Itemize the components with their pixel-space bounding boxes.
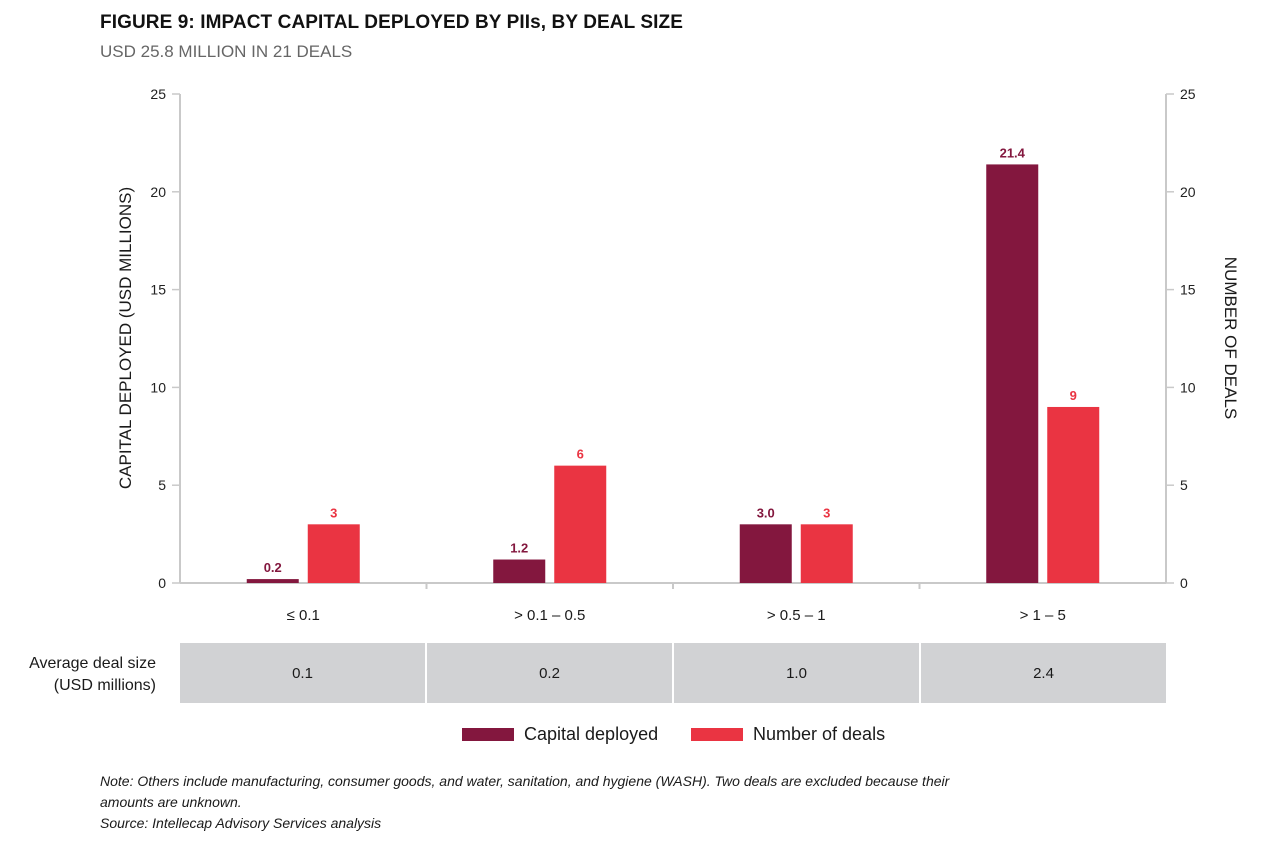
chart-bar-labels: 0.2 3 1.2 6 3.0 3 21.4 9 bbox=[264, 145, 1077, 575]
figure-notes: Note: Others include manufacturing, cons… bbox=[100, 771, 1100, 834]
source-text: Source: Intellecap Advisory Services ana… bbox=[100, 815, 382, 831]
data-label-number-of-deals: 9 bbox=[1070, 388, 1077, 403]
data-label-capital-deployed: 1.2 bbox=[510, 541, 528, 556]
chart-category-labels: ≤ 0.1 > 0.1 – 0.5 > 0.5 – 1 > 1 – 5 bbox=[287, 607, 1066, 624]
y-axis-tick-label: 15 bbox=[150, 282, 166, 298]
legend-item-number-of-deals: Number of deals bbox=[691, 724, 885, 745]
right-axis-ticks: 0 5 10 15 20 25 bbox=[1166, 86, 1196, 591]
legend-swatch-capital-deployed bbox=[462, 728, 514, 741]
bar-number-of-deals bbox=[1047, 406, 1100, 583]
y-axis-tick-label: 20 bbox=[150, 184, 166, 200]
y2-axis-title: NUMBER OF DEALS bbox=[1221, 257, 1240, 419]
average-deal-size-row: 0.1 0.2 1.0 2.4 bbox=[180, 643, 1166, 703]
average-deal-size-label: Average deal size (USD millions) bbox=[0, 653, 156, 697]
y2-axis-tick-label: 10 bbox=[1180, 379, 1196, 395]
bar-number-of-deals bbox=[800, 524, 853, 583]
chart-legend: Capital deployed Number of deals bbox=[0, 724, 1280, 746]
average-deal-size-cell: 2.4 bbox=[921, 643, 1166, 703]
figure-subtitle: USD 25.8 MILLION IN 21 DEALS bbox=[100, 42, 353, 61]
bar-number-of-deals bbox=[554, 465, 607, 583]
y-axis-title: CAPITAL DEPLOYED (USD MILLIONS) bbox=[116, 187, 135, 489]
bar-capital-deployed bbox=[986, 164, 1039, 583]
legend-label-capital-deployed: Capital deployed bbox=[524, 724, 659, 744]
y2-axis-tick-label: 15 bbox=[1180, 282, 1196, 298]
bar-capital-deployed bbox=[493, 559, 546, 583]
chart-bars bbox=[246, 164, 1100, 583]
figure-title: FIGURE 9: IMPACT CAPITAL DEPLOYED BY PII… bbox=[100, 12, 683, 33]
average-deal-size-label-line1: Average deal size bbox=[29, 655, 156, 672]
y2-axis-tick-label: 0 bbox=[1180, 575, 1188, 591]
note-text-line1: Note: Others include manufacturing, cons… bbox=[100, 773, 950, 789]
legend-swatch-number-of-deals bbox=[691, 728, 743, 741]
average-deal-size-cell: 0.2 bbox=[427, 643, 674, 703]
average-deal-size-cell: 0.1 bbox=[180, 643, 427, 703]
y2-axis-tick-label: 5 bbox=[1180, 477, 1188, 493]
y-axis-tick-label: 25 bbox=[150, 86, 166, 102]
y-axis-tick-label: 0 bbox=[158, 575, 166, 591]
legend-label-number-of-deals: Number of deals bbox=[753, 724, 886, 744]
x-axis-category-label: > 0.5 – 1 bbox=[767, 607, 826, 624]
y2-axis-tick-label: 20 bbox=[1180, 184, 1196, 200]
average-deal-size-label-line2: (USD millions) bbox=[53, 677, 156, 694]
y-axis-tick-label: 10 bbox=[150, 379, 166, 395]
left-axis-ticks: 0 5 10 15 20 25 bbox=[150, 86, 180, 591]
data-label-number-of-deals: 3 bbox=[330, 505, 337, 520]
bar-capital-deployed bbox=[739, 524, 792, 583]
x-axis-category-label: > 0.1 – 0.5 bbox=[514, 607, 585, 624]
y-axis-tick-label: 5 bbox=[158, 477, 166, 493]
data-label-number-of-deals: 3 bbox=[823, 505, 830, 520]
x-axis-category-label: > 1 – 5 bbox=[1020, 607, 1066, 624]
data-label-capital-deployed: 3.0 bbox=[757, 505, 775, 520]
average-deal-size-cell: 1.0 bbox=[674, 643, 921, 703]
data-label-capital-deployed: 21.4 bbox=[1000, 145, 1026, 160]
x-axis-category-label: ≤ 0.1 bbox=[287, 607, 320, 624]
legend-item-capital-deployed: Capital deployed bbox=[462, 724, 658, 745]
note-text-line2: amounts are unknown. bbox=[100, 794, 242, 810]
data-label-number-of-deals: 6 bbox=[577, 447, 584, 462]
data-label-capital-deployed: 0.2 bbox=[264, 560, 282, 575]
bar-capital-deployed bbox=[246, 579, 299, 583]
y2-axis-tick-label: 25 bbox=[1180, 86, 1196, 102]
bar-number-of-deals bbox=[307, 524, 360, 583]
